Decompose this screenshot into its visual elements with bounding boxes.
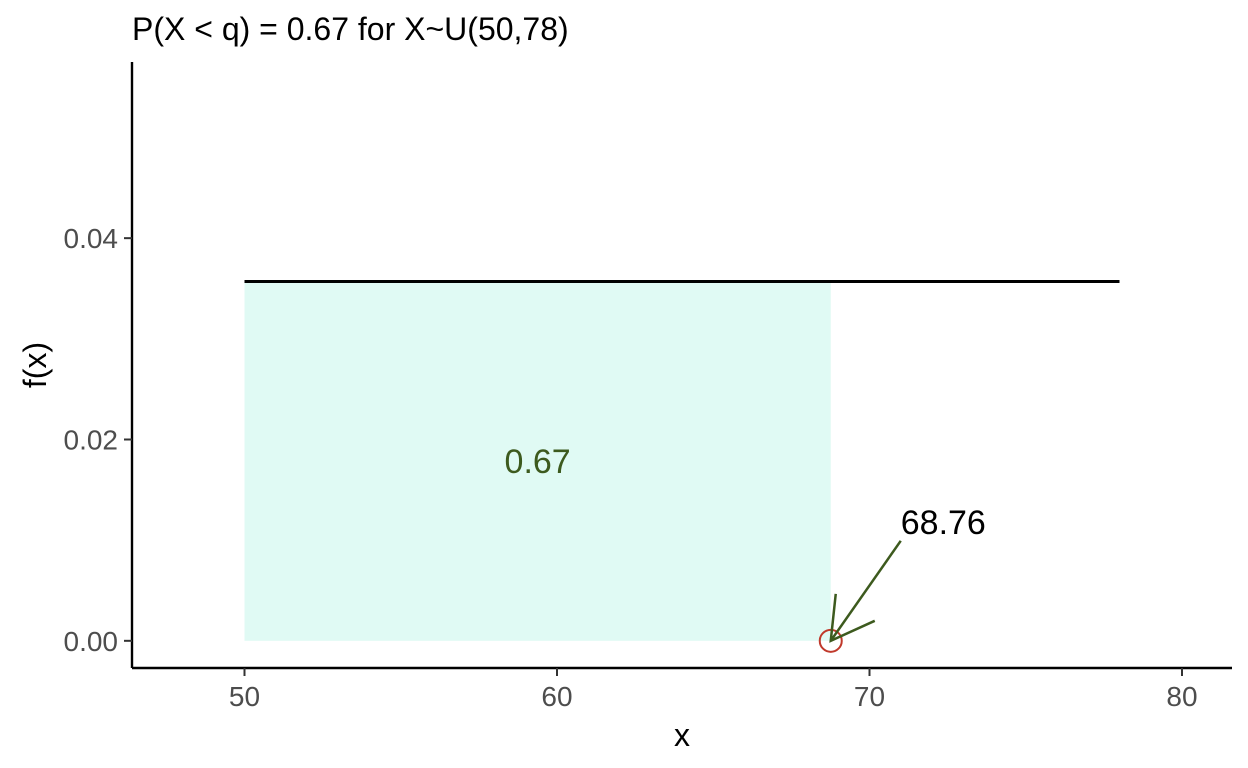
plot-area: 0.67 68.76 xyxy=(244,279,1120,653)
quantile-arrow xyxy=(829,540,902,642)
x-tick-label: 50 xyxy=(229,681,260,712)
quantile-label: 68.76 xyxy=(901,504,986,542)
y-tick-label: 0.00 xyxy=(64,626,119,657)
x-axis-label: x xyxy=(674,717,690,753)
shaded-region xyxy=(244,281,831,641)
x-tick-label: 60 xyxy=(541,681,572,712)
x-tick-label: 80 xyxy=(1166,681,1197,712)
x-tick-label: 70 xyxy=(854,681,885,712)
quantile-arrow-head xyxy=(829,593,876,643)
chart-title: P(X < q) = 0.67 for X~U(50,78) xyxy=(132,11,569,47)
y-tick-label: 0.02 xyxy=(64,424,119,455)
axis-ticks: 50 60 70 80 0.00 0.02 0.04 xyxy=(64,223,1198,712)
y-tick-label: 0.04 xyxy=(64,223,119,254)
y-axis-label: f(x) xyxy=(17,342,53,388)
area-probability-label: 0.67 xyxy=(505,443,571,481)
